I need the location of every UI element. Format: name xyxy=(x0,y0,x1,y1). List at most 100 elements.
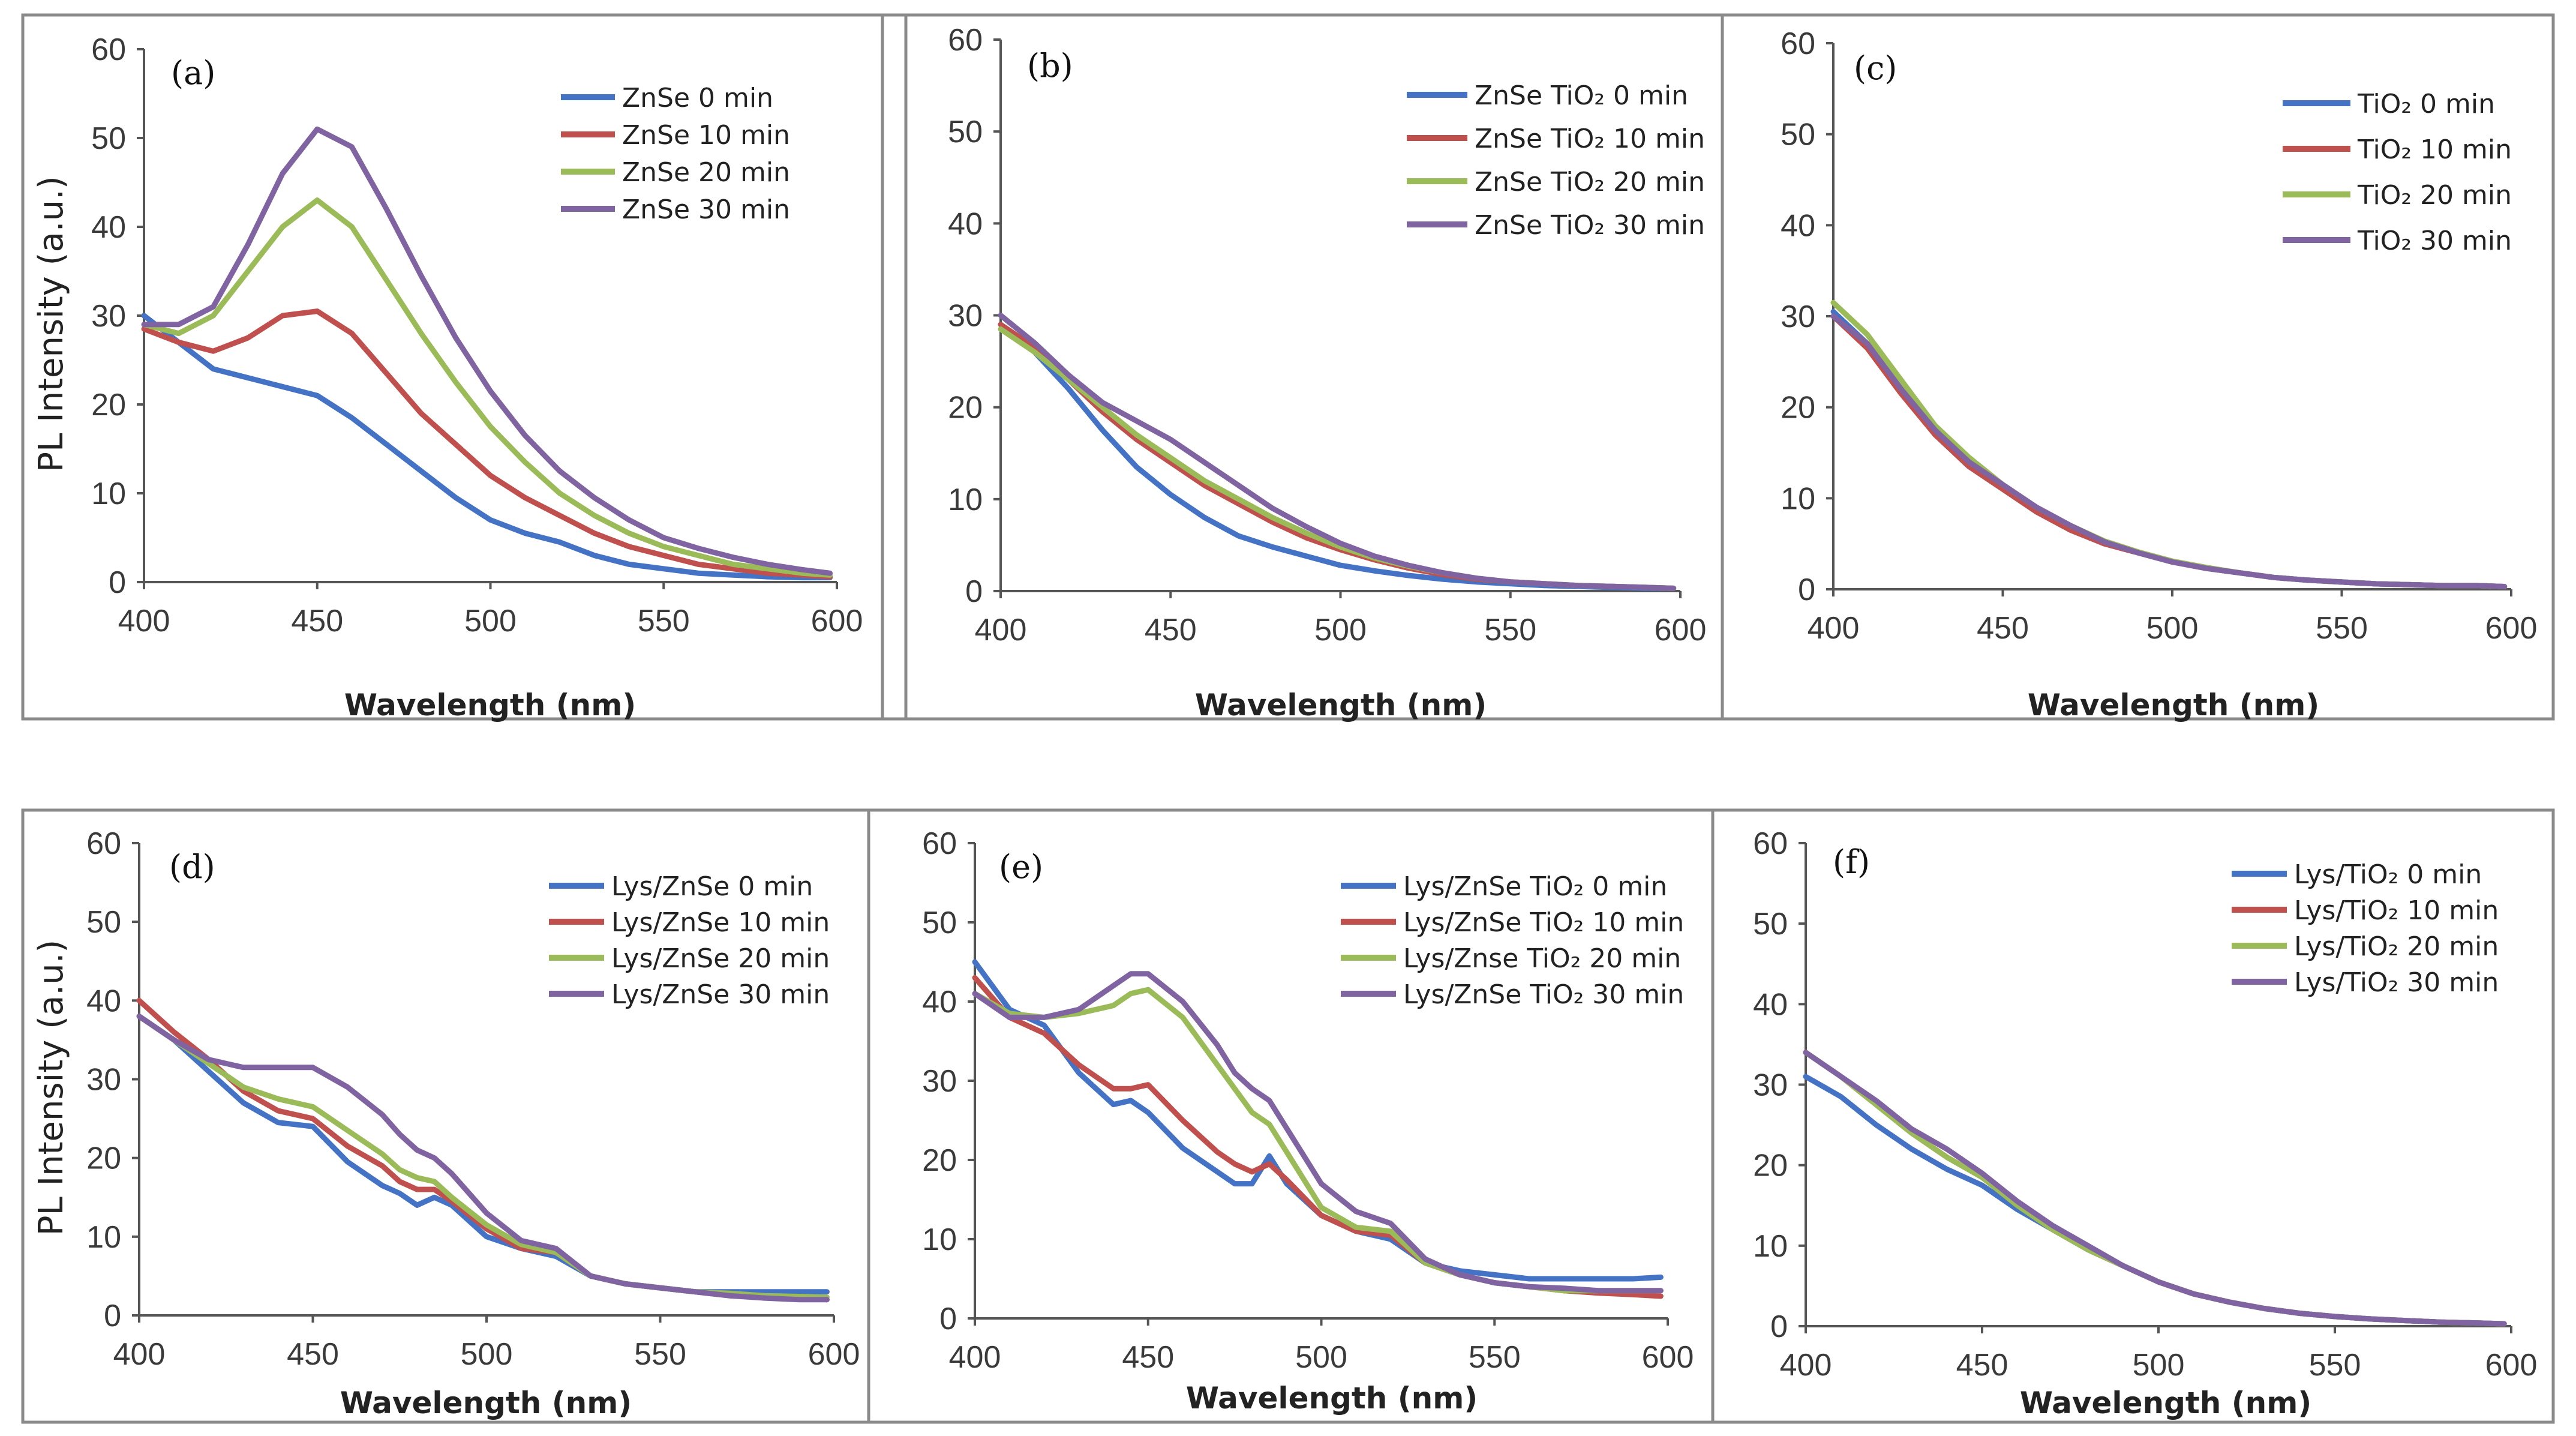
y-tick-label: 10 xyxy=(91,476,126,511)
x-tick-label: 550 xyxy=(2316,611,2368,646)
legend-entry: ZnSe 20 min xyxy=(622,157,790,188)
legend-entry: ZnSe 0 min xyxy=(622,83,773,113)
legend-entry: ZnSe TiO₂ 20 min xyxy=(1475,167,1705,197)
x-tick-label: 600 xyxy=(2485,611,2538,646)
x-tick-label: 400 xyxy=(113,1337,166,1372)
legend-entry: Lys/ZnSe TiO₂ 0 min xyxy=(1403,871,1667,902)
x-tick-label: 550 xyxy=(1469,1340,1521,1375)
series-line xyxy=(141,313,833,581)
y-tick-label: 30 xyxy=(922,1064,957,1099)
series-line xyxy=(136,997,830,1303)
y-tick-label: 10 xyxy=(948,482,983,517)
x-tick-label: 550 xyxy=(1484,613,1536,647)
x-tick-label: 400 xyxy=(118,604,170,638)
x-axis-label: Wavelength (nm) xyxy=(2020,1386,2311,1420)
panel-border xyxy=(867,808,1715,1424)
panel-label: (b) xyxy=(1027,47,1073,85)
x-tick-label: 600 xyxy=(811,604,863,638)
legend-entry: TiO₂ 20 min xyxy=(2357,180,2512,211)
x-axis-label: Wavelength (nm) xyxy=(344,688,636,723)
y-tick-label: 40 xyxy=(1781,208,1815,243)
y-tick-label: 40 xyxy=(1753,987,1788,1022)
y-tick-label: 50 xyxy=(86,905,121,940)
y-tick-label: 50 xyxy=(948,115,983,149)
x-tick-label: 400 xyxy=(1780,1348,1832,1383)
legend-entry: Lys/TiO₂ 20 min xyxy=(2294,931,2499,962)
y-tick-label: 20 xyxy=(1753,1149,1788,1183)
legend-entry: ZnSe TiO₂ 10 min xyxy=(1475,124,1705,154)
y-tick-label: 20 xyxy=(1781,391,1815,425)
y-tick-label: 0 xyxy=(1770,1309,1788,1344)
series-line xyxy=(1830,313,2508,589)
x-tick-label: 400 xyxy=(975,613,1027,647)
series-line xyxy=(141,308,833,580)
y-tick-label: 10 xyxy=(86,1220,121,1255)
y-tick-label: 0 xyxy=(965,574,983,609)
panel-label: (c) xyxy=(1854,49,1897,87)
x-axis-label: Wavelength (nm) xyxy=(1186,1381,1478,1416)
series-line xyxy=(1830,308,2508,589)
series-line xyxy=(141,126,833,576)
x-tick-label: 400 xyxy=(1808,611,1860,646)
series-line xyxy=(141,197,833,578)
y-axis-label: PL Intensity (a.u.) xyxy=(32,940,71,1236)
x-tick-label: 500 xyxy=(461,1337,513,1372)
y-tick-label: 40 xyxy=(91,210,126,245)
x-tick-label: 600 xyxy=(2485,1348,2538,1383)
legend-entry: Lys/TiO₂ 30 min xyxy=(2294,967,2499,998)
y-tick-label: 0 xyxy=(109,565,126,600)
y-tick-label: 30 xyxy=(91,299,126,334)
x-tick-label: 600 xyxy=(1642,1340,1694,1375)
legend-entry: Lys/TiO₂ 0 min xyxy=(2294,859,2482,890)
series-line xyxy=(1830,313,2508,589)
y-tick-label: 60 xyxy=(1781,26,1815,61)
y-axis-label: PL Intensity (a.u.) xyxy=(32,176,71,472)
legend-entry: Lys/ZnSe TiO₂ 30 min xyxy=(1403,979,1684,1010)
chart-panel-b: 0 10 20 30 40 50 60 400 450 500 550 600 Wavelength (… xyxy=(881,13,1724,723)
x-tick-label: 450 xyxy=(291,604,343,638)
legend-entry: Lys/Znse TiO₂ 20 min xyxy=(1403,943,1681,974)
legend-entry: TiO₂ 30 min xyxy=(2357,226,2512,256)
panel-border xyxy=(1721,13,2555,721)
y-tick-label: 60 xyxy=(948,23,983,58)
series-line xyxy=(998,313,1677,591)
chart-panel-e: 0 10 20 30 40 50 60 400 450 500 550 600 Wavelength (… xyxy=(867,808,1715,1424)
series-line xyxy=(972,987,1664,1294)
y-tick-label: 40 xyxy=(922,985,957,1020)
x-tick-label: 550 xyxy=(634,1337,686,1372)
y-tick-label: 40 xyxy=(948,206,983,241)
y-tick-label: 20 xyxy=(948,391,983,425)
y-tick-label: 40 xyxy=(86,984,121,1018)
series-line xyxy=(136,1014,830,1295)
legend-entry: Lys/ZnSe 30 min xyxy=(611,979,830,1010)
x-tick-label: 550 xyxy=(2309,1348,2361,1383)
y-tick-label: 30 xyxy=(1781,299,1815,334)
y-tick-label: 20 xyxy=(91,388,126,422)
x-tick-label: 450 xyxy=(287,1337,339,1372)
y-tick-label: 0 xyxy=(939,1302,957,1336)
series-line xyxy=(972,975,1664,1299)
x-tick-label: 500 xyxy=(2146,611,2199,646)
y-tick-label: 60 xyxy=(91,32,126,67)
x-tick-label: 500 xyxy=(464,604,517,638)
x-tick-label: 500 xyxy=(2133,1348,2185,1383)
y-tick-label: 20 xyxy=(86,1141,121,1176)
y-tick-label: 50 xyxy=(91,121,126,156)
y-tick-label: 60 xyxy=(1753,826,1788,861)
x-tick-label: 550 xyxy=(638,604,690,638)
x-axis-label: Wavelength (nm) xyxy=(1195,688,1487,723)
y-tick-label: 20 xyxy=(922,1143,957,1178)
legend-entry: ZnSe 30 min xyxy=(622,194,790,225)
y-tick-label: 10 xyxy=(922,1222,957,1257)
legend-entry: TiO₂ 0 min xyxy=(2357,89,2495,119)
series-line xyxy=(998,322,1677,591)
legend-entry: ZnSe TiO₂ 30 min xyxy=(1475,210,1705,241)
y-tick-label: 30 xyxy=(1753,1068,1788,1103)
x-tick-label: 500 xyxy=(1295,1340,1347,1375)
chart-panel-d: 0 10 20 30 40 50 60 400 450 500 550 600 Wavelength (… xyxy=(21,808,870,1424)
x-tick-label: 450 xyxy=(1145,613,1197,647)
panel-border xyxy=(1711,808,2555,1424)
y-tick-label: 60 xyxy=(86,826,121,861)
y-tick-label: 50 xyxy=(1781,118,1815,152)
